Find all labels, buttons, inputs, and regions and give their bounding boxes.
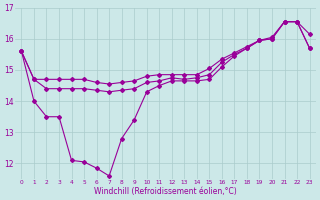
X-axis label: Windchill (Refroidissement éolien,°C): Windchill (Refroidissement éolien,°C): [94, 187, 237, 196]
